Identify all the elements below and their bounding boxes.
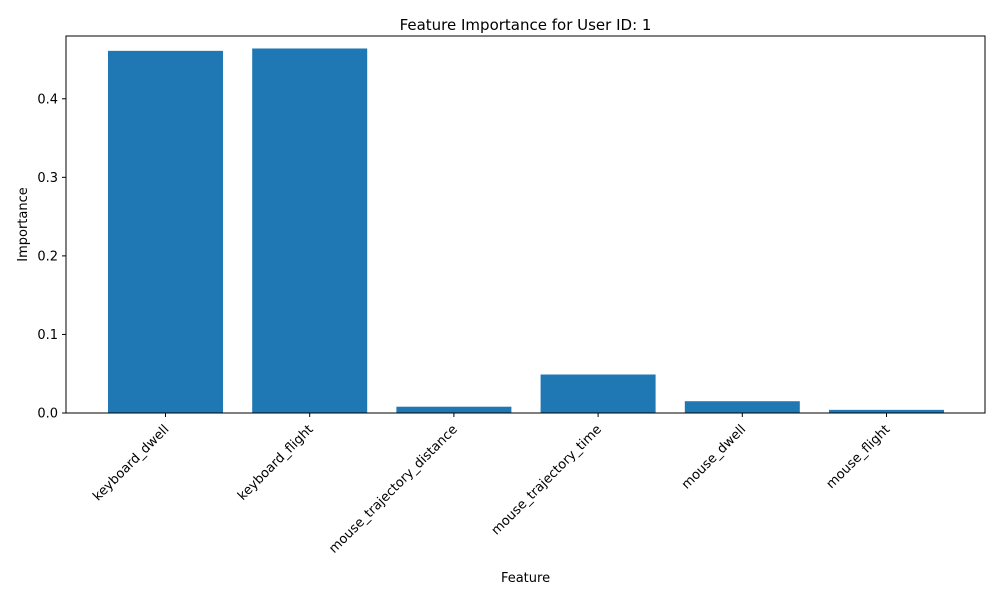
bar-keyboard_flight	[252, 48, 368, 414]
y-axis: 0.0 0.1 0.2 0.3 0.4	[37, 92, 66, 422]
y-tick-label: 0.0	[37, 407, 58, 422]
bar-mouse_flight	[829, 409, 944, 413]
bar-mouse_trajectory_distance	[396, 406, 512, 413]
y-tick-label: 0.1	[37, 328, 58, 343]
bar-mouse_dwell	[684, 401, 800, 413]
y-tick-label: 0.2	[37, 249, 58, 264]
plot-frame	[65, 35, 986, 414]
bar-keyboard_dwell	[108, 50, 223, 413]
bars-group	[108, 48, 944, 414]
y-tick-label: 0.3	[37, 171, 58, 186]
bar-mouse_trajectory_time	[540, 374, 656, 413]
y-axis-label: Importance	[16, 187, 31, 262]
x-axis-label: Feature	[501, 571, 550, 586]
y-tick-label: 0.4	[37, 92, 58, 107]
chart-title: Feature Importance for User ID: 1	[400, 16, 652, 34]
